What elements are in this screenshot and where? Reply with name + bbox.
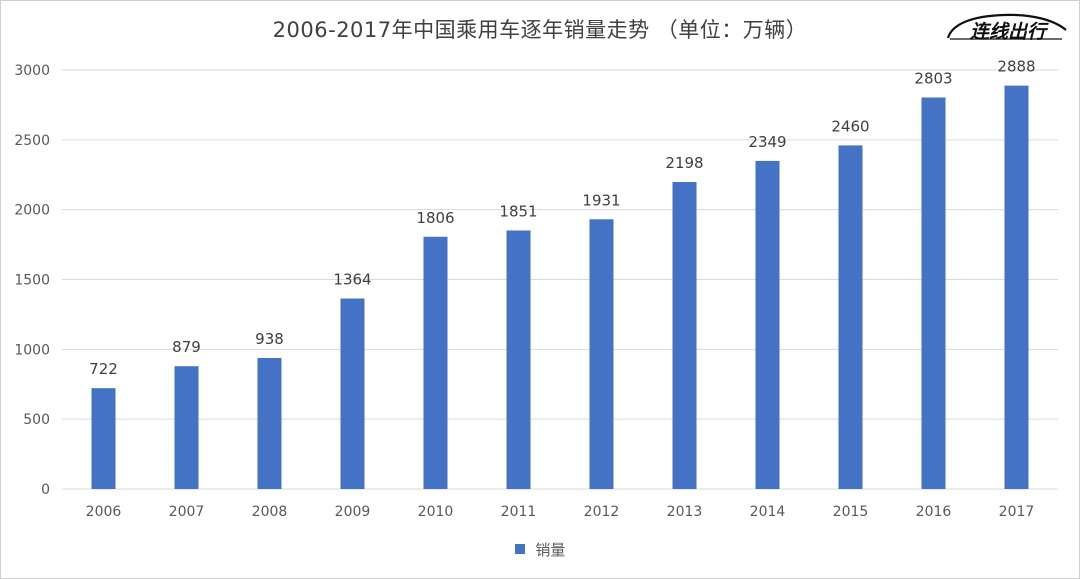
data-label-2017: 2888 (997, 58, 1035, 76)
x-tick-label-2008: 2008 (252, 504, 288, 520)
bar-2016 (921, 97, 946, 489)
y-tick-label: 1000 (14, 342, 50, 358)
y-tick-label: 2000 (14, 203, 50, 219)
data-label-2008: 938 (255, 330, 284, 348)
y-tick-label: 0 (41, 482, 50, 498)
bar-2014 (755, 160, 780, 489)
car-outline-icon: 连线出行 (946, 13, 1067, 43)
x-tick-label-2009: 2009 (335, 504, 371, 520)
x-tick-label-2013: 2013 (667, 504, 703, 520)
bar-2012 (589, 219, 614, 490)
bar-2006 (91, 388, 116, 489)
bar-2011 (506, 230, 531, 490)
data-label-2012: 1931 (582, 191, 620, 209)
chart-title: 2006-2017年中国乘用车逐年销量走势 （单位：万辆） (272, 18, 808, 42)
data-label-2016: 2803 (914, 70, 952, 88)
y-tick-label: 3000 (14, 63, 50, 79)
y-tick-label: 2500 (14, 133, 50, 149)
data-label-2009: 1364 (333, 270, 371, 288)
x-tick-label-2017: 2017 (999, 504, 1035, 520)
y-tick-label: 1500 (14, 273, 50, 289)
x-tick-label-2014: 2014 (750, 504, 786, 520)
bar-2010 (423, 236, 448, 489)
bar-2009 (340, 298, 365, 489)
data-label-2013: 2198 (665, 154, 703, 172)
bar-2008 (257, 357, 282, 489)
data-label-2010: 1806 (416, 209, 454, 227)
logo-text: 连线出行 (970, 21, 1049, 43)
y-tick-label: 500 (23, 412, 50, 428)
legend-label: 销量 (535, 541, 566, 559)
data-label-2015: 2460 (831, 117, 869, 135)
bar-2007 (174, 366, 199, 489)
data-label-2006: 722 (89, 360, 118, 378)
legend-swatch (514, 543, 525, 554)
data-label-2007: 879 (172, 338, 201, 356)
bar-2015 (838, 145, 863, 490)
x-tick-label-2011: 2011 (501, 504, 537, 520)
data-label-2011: 1851 (499, 202, 537, 220)
x-tick-label-2016: 2016 (916, 504, 952, 520)
x-tick-label-2012: 2012 (584, 504, 620, 520)
x-tick-label-2010: 2010 (418, 504, 454, 520)
bar-2013 (672, 182, 697, 489)
x-tick-label-2006: 2006 (86, 504, 122, 520)
legend: 销量 (0, 539, 1080, 560)
bar-2017 (1004, 85, 1029, 489)
x-tick-label-2007: 2007 (169, 504, 205, 520)
brand-logo: 连线出行 (942, 8, 1072, 52)
data-label-2014: 2349 (748, 133, 786, 151)
x-tick-label-2015: 2015 (833, 504, 869, 520)
